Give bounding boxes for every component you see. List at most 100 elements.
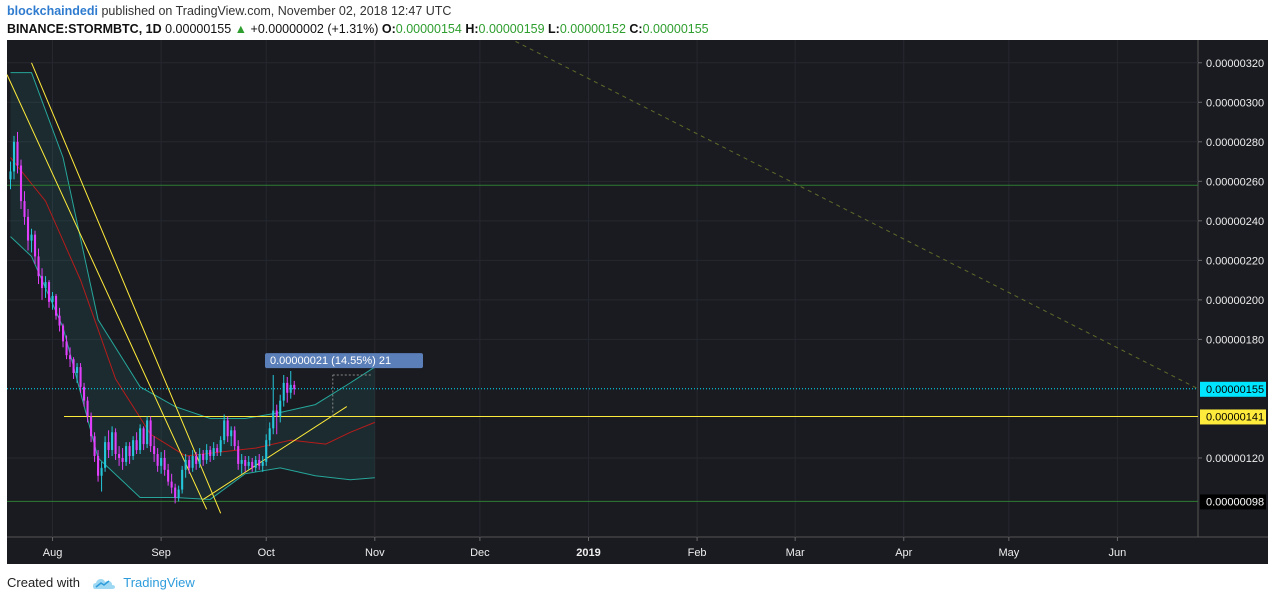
candle-body <box>111 432 114 451</box>
low-label: L: <box>548 22 560 36</box>
price-axis-label: 0.00000300 <box>1206 97 1264 109</box>
candle-body <box>293 384 296 389</box>
candle-body <box>230 430 233 437</box>
time-axis-label: Jun <box>1109 547 1127 559</box>
candle-body <box>191 455 194 468</box>
candle-body <box>107 442 110 451</box>
candle-body <box>286 382 289 393</box>
candle-body <box>177 489 180 498</box>
candle-body <box>244 459 247 466</box>
price-change: +0.00000002 (+1.31%) <box>250 22 379 36</box>
candle-body <box>268 428 271 441</box>
candle-body <box>76 367 79 373</box>
up-arrow-icon: ▲ <box>234 22 248 36</box>
candle-body <box>163 457 166 470</box>
created-with-text: Created with <box>7 575 80 590</box>
candle-body <box>240 459 243 464</box>
candle-body <box>212 448 215 456</box>
candle-body <box>90 416 93 437</box>
tradingview-link[interactable]: TradingView <box>123 575 195 590</box>
candle-body <box>26 216 30 241</box>
bollinger-upper-line <box>10 72 376 419</box>
last-price: 0.00000155 <box>165 22 232 36</box>
candle-body <box>209 450 212 456</box>
candle-body <box>289 384 292 393</box>
candle-body <box>205 450 208 460</box>
candle-body <box>146 420 149 445</box>
candle-body <box>47 282 51 302</box>
candle-body <box>72 359 75 373</box>
candle-body <box>125 446 128 462</box>
candle-body <box>237 446 240 464</box>
candle-body <box>251 461 254 468</box>
candle-body <box>121 457 124 462</box>
candle-body <box>86 400 89 417</box>
time-axis-label: Dec <box>470 547 490 559</box>
candle-body <box>12 141 16 172</box>
trendline <box>202 406 348 500</box>
candle-body <box>265 440 268 462</box>
candle-body <box>174 487 177 498</box>
candle-body <box>65 341 68 356</box>
time-axis-label: Apr <box>895 547 912 559</box>
candle-body <box>170 481 173 488</box>
candle-body <box>114 432 117 455</box>
measure-label-bg <box>265 353 423 369</box>
bollinger-band-fill <box>10 72 375 500</box>
tradingview-logo-icon <box>92 578 115 589</box>
candle-body <box>132 440 135 456</box>
candle-body <box>104 442 107 468</box>
candle-body <box>254 459 257 468</box>
symbol-label: BINANCE:STORMBTC, 1D <box>7 22 162 36</box>
price-axis-label: 0.00000240 <box>1206 216 1264 228</box>
published-text: published on TradingView.com, November 0… <box>101 4 452 18</box>
candle-body <box>19 165 23 202</box>
candle-body <box>69 355 72 360</box>
price-axis-label: 0.00000120 <box>1206 453 1264 465</box>
footer: Created with TradingView <box>7 575 195 591</box>
open-value: 0.00000154 <box>395 22 462 36</box>
price-chart[interactable]: 0.00000021 (14.55%) 21 0.00000320 0.000003… <box>0 40 1274 566</box>
candle-body <box>216 448 219 453</box>
author-link[interactable]: blockchaindedi <box>7 4 98 18</box>
candle-body <box>275 410 278 417</box>
candle-body <box>97 455 100 476</box>
high-label: H: <box>465 22 479 36</box>
candle-body <box>33 234 37 257</box>
candle-body <box>184 459 187 470</box>
time-axis-label: Nov <box>365 547 385 559</box>
candle-body <box>181 469 184 490</box>
time-axis-label: May <box>998 547 1019 559</box>
candle-body <box>219 440 222 453</box>
time-axis-label: 2019 <box>576 547 600 559</box>
trendline <box>31 62 222 514</box>
current-price-tag: 0.00000155 <box>1206 384 1264 396</box>
time-axis-label: Feb <box>688 547 707 559</box>
candle-body <box>153 446 156 455</box>
candle-body <box>16 141 19 166</box>
candle-body <box>23 201 26 217</box>
candle-body <box>100 467 103 476</box>
candle-body <box>156 454 159 466</box>
candle-body <box>142 428 145 445</box>
time-axis-label: Aug <box>43 547 63 559</box>
dashed-trendline <box>511 40 1199 390</box>
resistance-price-tag: 0.00000141 <box>1206 411 1264 423</box>
price-axis-label: 0.00000260 <box>1206 176 1264 188</box>
candle-body <box>83 386 86 401</box>
candle-body <box>261 461 264 466</box>
candle-body <box>118 454 121 458</box>
candle-body <box>37 256 40 277</box>
measure-label: 0.00000021 (14.55%) 21 <box>270 355 391 367</box>
candle-body <box>93 436 96 456</box>
candle-body <box>202 454 205 460</box>
trendline <box>6 74 208 510</box>
candle-body <box>54 295 58 316</box>
high-value: 0.00000159 <box>478 22 545 36</box>
open-label: O: <box>381 22 396 36</box>
candle-body <box>226 420 229 437</box>
candle-body <box>135 440 138 451</box>
candle-body <box>272 410 275 429</box>
time-axis-label: Mar <box>786 547 805 559</box>
price-axis-label: 0.00000320 <box>1206 58 1264 70</box>
